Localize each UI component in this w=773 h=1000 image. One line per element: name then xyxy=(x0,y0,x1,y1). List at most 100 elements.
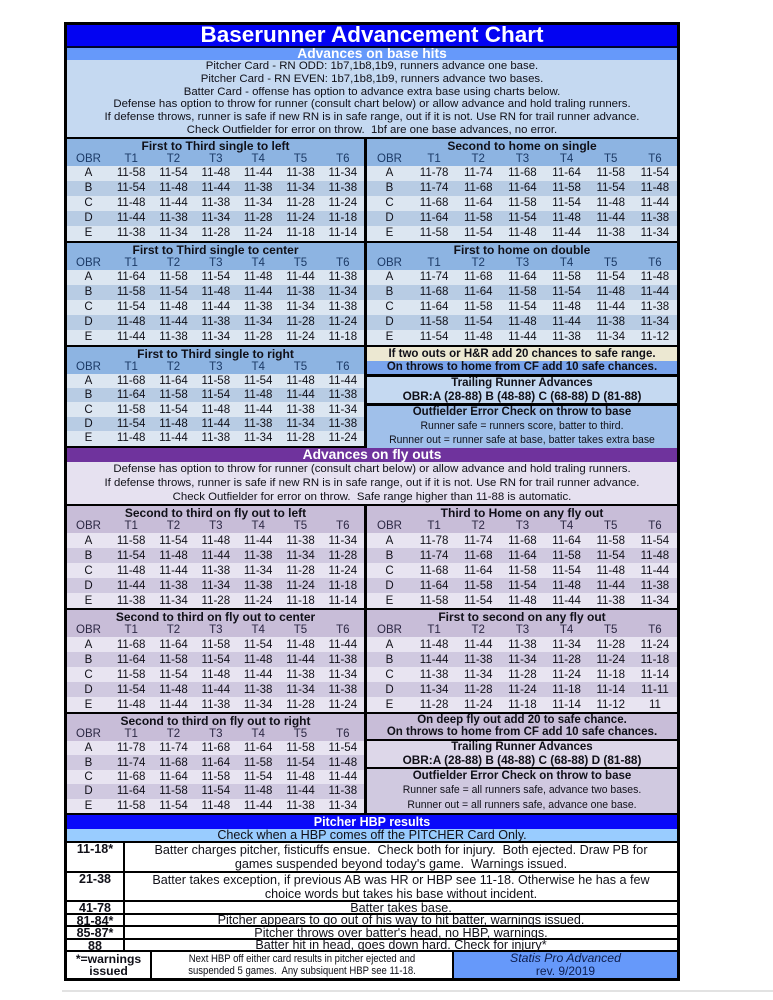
divider xyxy=(364,242,367,345)
table-cell: 11-58 xyxy=(419,227,449,240)
trailing-runner-title: Trailing Runner Advances xyxy=(451,376,593,389)
table-cell: C xyxy=(84,668,93,681)
right-column: First to home on double OBR T1 T2 T3 T4 T5 T6 A 1… xyxy=(367,242,677,345)
table-cell: 11-44 xyxy=(201,301,231,314)
table-cell: 11-48 xyxy=(116,432,146,445)
column-header: T1 xyxy=(124,728,138,741)
table-row-obr-D: D 11-64 11-58 11-54 11-48 11-44 11-38 xyxy=(367,578,677,594)
table-row-obr-D: D 11-64 11-58 11-54 11-48 11-44 11-38 xyxy=(67,784,364,799)
table-cell: 11-11 xyxy=(641,683,669,696)
table-row-obr-D: D 11-44 11-38 11-34 11-38 11-24 11-18 xyxy=(67,578,364,594)
table-row-obr-A: A 11-58 11-54 11-48 11-44 11-38 11-34 xyxy=(67,165,364,181)
table-cell: E xyxy=(84,227,93,240)
table-cell: 11-74 xyxy=(419,182,449,195)
column-header: T2 xyxy=(166,152,181,165)
outfielder-error-box: Outfielder Error Check on throw to base … xyxy=(367,769,677,814)
table-cell: 11-44 xyxy=(596,301,626,314)
table-body: A 11-48 11-44 11-38 11-34 11-28 11-24 B 11-44 11-… xyxy=(367,637,677,713)
table-cell: 11-38 xyxy=(159,579,188,592)
table-cell: 11-58 xyxy=(116,534,146,547)
table-cell: 11-34 xyxy=(463,668,493,681)
table-cell: 11-48 xyxy=(201,286,231,299)
column-header: T6 xyxy=(336,360,350,373)
table-cell: 11-14 xyxy=(328,594,358,607)
table-cell: C xyxy=(385,301,394,314)
table-row-obr-E: E 11-58 11-54 11-48 11-44 11-38 11-34 xyxy=(367,593,677,609)
table-title: Second to third on fly out to center xyxy=(67,610,364,625)
table-cell: 11-74 xyxy=(463,534,493,547)
table-cell: 11-14 xyxy=(596,683,626,696)
table-cell: 11-24 xyxy=(328,432,358,445)
fly-outs-row-3: Second to third on fly out to right OBR T1… xyxy=(67,714,677,814)
table-cell: 11-34 xyxy=(286,301,315,314)
table-row-obr-B: B 11-64 11-58 11-54 11-48 11-44 11-38 xyxy=(67,387,364,403)
table-column-headers: OBR T1 T2 T3 T4 T5 T6 xyxy=(67,520,364,534)
column-header: OBR xyxy=(76,728,101,741)
table-cell: 11-64 xyxy=(552,167,581,180)
table-cell: 11-54 xyxy=(116,301,146,314)
table-cell: 11-18 xyxy=(328,212,358,225)
table-cell: 11-48 xyxy=(243,389,273,402)
table-cell: 11-54 xyxy=(463,316,493,329)
table-row-obr-A: A 11-48 11-44 11-38 11-34 11-28 11-24 xyxy=(367,637,677,653)
table-cell: 11-44 xyxy=(116,331,146,344)
table-cell: 11-34 xyxy=(201,579,231,592)
table-cell: 11-74 xyxy=(159,742,188,755)
right-column: On deep fly out add 20 to safe chance. O… xyxy=(367,714,677,814)
left-column: Second to third on fly out to right OBR T1… xyxy=(67,714,364,814)
table-cell: 11-64 xyxy=(508,182,537,195)
scan-shadow xyxy=(62,990,773,992)
table-cell: 11-48 xyxy=(640,549,670,562)
table-cell: 11-44 xyxy=(286,653,315,666)
table-cell: 11-74 xyxy=(463,167,493,180)
table-cell: 11-44 xyxy=(159,698,188,711)
table-cell: 11-14 xyxy=(552,698,581,711)
table-cell: 11-48 xyxy=(640,182,670,195)
column-header: T4 xyxy=(559,624,574,637)
hbp-description-line: Pitcher throws over batter's head, no HB… xyxy=(254,925,548,940)
table-cell: 11-48 xyxy=(243,785,273,798)
table-cell: 11-54 xyxy=(552,564,581,577)
table-cell: 11-34 xyxy=(243,197,273,210)
column-header: T2 xyxy=(166,728,181,741)
hbp-description-line: Batter takes base. xyxy=(350,900,452,915)
table-cell: 11-74 xyxy=(419,549,449,562)
outfielder-error-title: Outfielder Error Check on throw to base xyxy=(412,405,632,418)
table-cell: D xyxy=(84,417,93,430)
note-two-outs: If two outs or H&R add 20 chances to saf… xyxy=(367,346,677,361)
trailing-runner-advances-box: Trailing Runner Advances OBR:A (28-88) B… xyxy=(367,741,677,768)
table-cell: 11-44 xyxy=(201,683,231,696)
table-cell: 11-48 xyxy=(201,668,231,681)
hbp-description: Batter takes exception, if previous AB w… xyxy=(125,873,677,901)
table-body: A 11-78 11-74 11-68 11-64 11-58 11-54 B 11-74 11-… xyxy=(367,165,677,241)
table-cell: 11-24 xyxy=(286,331,315,344)
outfielder-error-safe: Runner safe = runners score, batter to t… xyxy=(420,420,624,433)
table-cell: E xyxy=(385,698,394,711)
table-column-headers: OBR T1 T2 T3 T4 T5 T6 xyxy=(67,256,364,270)
table-row-obr-D: D 11-54 11-48 11-44 11-38 11-34 11-38 xyxy=(67,682,364,698)
table-cell: 11-58 xyxy=(159,389,188,402)
table-cell: 11-44 xyxy=(116,579,146,592)
table-cell: 11-58 xyxy=(159,271,188,284)
table-cell: D xyxy=(84,316,93,329)
intro-line: Check Outfielder for error on throw. Saf… xyxy=(172,491,572,504)
table-cell: 11-58 xyxy=(116,668,146,681)
column-header: OBR xyxy=(377,520,402,533)
left-column: Second to third on fly out to left OBR T1 T… xyxy=(67,506,364,609)
table-cell: 11-38 xyxy=(596,316,626,329)
table-cell: 11-28 xyxy=(286,564,315,577)
table-cell: 11-64 xyxy=(116,271,146,284)
table-cell: 11-54 xyxy=(159,403,188,416)
column-header: T5 xyxy=(293,152,308,165)
table-body: A 11-78 11-74 11-68 11-64 11-58 11-54 B 11-74 11-… xyxy=(67,741,364,814)
section-header-base-hits: Advances on base hits xyxy=(67,47,677,60)
trailing-runner-title: Trailing Runner Advances xyxy=(451,741,593,754)
table-cell: C xyxy=(84,564,93,577)
divider xyxy=(67,608,677,611)
table-cell: 11-38 xyxy=(159,212,188,225)
table-cell: 11-54 xyxy=(243,374,273,387)
hbp-footer-next-line2: suspended 5 games. Any subsiquent HBP se… xyxy=(188,965,416,978)
column-header: T6 xyxy=(648,520,662,533)
hbp-footer-warnings-line1: *=warnings xyxy=(75,952,142,967)
